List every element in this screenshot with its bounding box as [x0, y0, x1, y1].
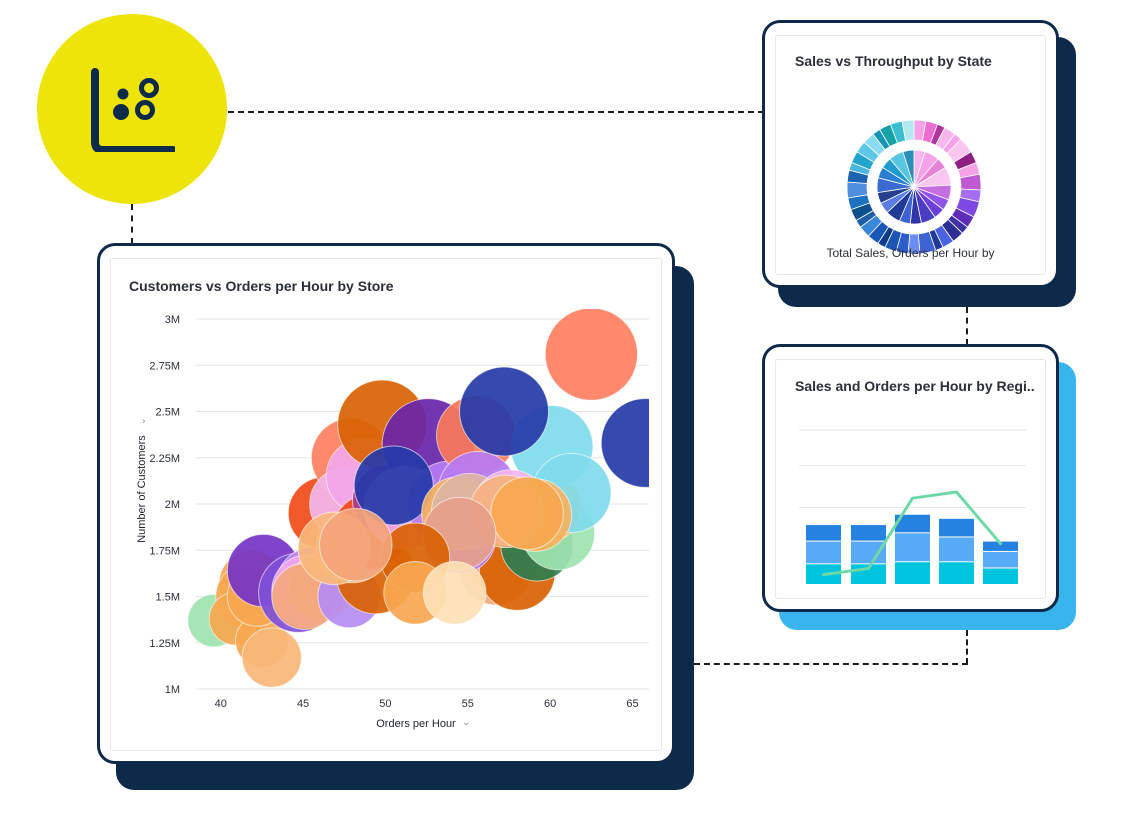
bar-line-chart[interactable]: [776, 360, 1046, 599]
bar-segment[interactable]: [983, 568, 1018, 584]
y-tick-label: 2.75M: [149, 360, 180, 372]
x-tick-label: 45: [297, 698, 309, 710]
connector-donut-to-bar: [966, 307, 968, 345]
bar-segment[interactable]: [983, 541, 1018, 551]
connector-bar-down: [966, 630, 968, 664]
scatter-plot[interactable]: 1M 1.25M 1.5M 1.75M 2M 2.25M 2.5M 2.75M 3M 40 45 5…: [111, 259, 662, 751]
bar-segment[interactable]: [895, 514, 930, 533]
y-tick-label: 2.5M: [156, 407, 180, 419]
bar-chart-card[interactable]: Sales and Orders per Hour by Regi..: [762, 344, 1059, 612]
scatter-bubble[interactable]: [319, 507, 393, 582]
bar-segment[interactable]: [851, 525, 886, 541]
bar-chart-title: Sales and Orders per Hour by Regi..: [795, 378, 1035, 394]
scatter-chart-icon: [91, 68, 175, 152]
scatter-chart-card[interactable]: Customers vs Orders per Hour by Store 1M…: [97, 243, 675, 764]
donut-slice-inner[interactable]: [902, 149, 915, 188]
bar-segment[interactable]: [895, 533, 930, 562]
bar-segment[interactable]: [983, 551, 1018, 568]
scatter-chart-title: Customers vs Orders per Hour by Store: [129, 278, 394, 294]
scatter-bubble[interactable]: [600, 397, 662, 488]
connector-badge-to-scatter: [131, 204, 133, 244]
scatter-chart-panel: Customers vs Orders per Hour by Store 1M…: [110, 258, 662, 751]
scatter-bubble[interactable]: [241, 627, 302, 688]
bar-segment[interactable]: [939, 537, 974, 562]
donut-chart-title: Sales vs Throughput by State: [795, 53, 992, 69]
y-tick-label: 2M: [165, 499, 180, 511]
connector-badge-to-donut: [228, 111, 764, 113]
chart-type-badge: [37, 14, 227, 204]
y-tick-label: 1.75M: [149, 545, 180, 557]
scatter-bubble[interactable]: [459, 366, 550, 457]
connector-bar-to-scatter: [694, 663, 968, 665]
scatter-bubble[interactable]: [353, 445, 434, 526]
donut-chart[interactable]: [776, 76, 1046, 275]
y-axis-title-group[interactable]: Number of Customers ⌄: [136, 417, 148, 542]
donut-slice-outer[interactable]: [846, 181, 869, 199]
scatter-bubble[interactable]: [490, 476, 564, 550]
bar-segment[interactable]: [806, 525, 841, 541]
donut-chart-panel: Sales vs Throughput by State Total Sales…: [775, 35, 1046, 275]
y-tick-label: 1M: [165, 684, 180, 696]
bar-chart-panel: Sales and Orders per Hour by Regi..: [775, 359, 1046, 599]
y-tick-label: 1.5M: [156, 592, 180, 604]
y-axis-title: Number of Customers: [136, 435, 148, 543]
bar-segment[interactable]: [939, 562, 974, 584]
scatter-bubble[interactable]: [544, 308, 638, 401]
donut-slice-outer[interactable]: [901, 119, 915, 142]
x-axis-title[interactable]: Orders per Hour: [376, 718, 456, 730]
bar-segment[interactable]: [939, 518, 974, 537]
x-tick-label: 55: [462, 698, 474, 710]
donut-chart-card[interactable]: Sales vs Throughput by State Total Sales…: [762, 20, 1059, 288]
x-tick-label: 60: [544, 698, 556, 710]
x-tick-label: 50: [379, 698, 391, 710]
y-tick-label: 2.25M: [149, 453, 180, 465]
bar-segment[interactable]: [851, 541, 886, 564]
trend-line[interactable]: [822, 490, 1002, 577]
x-tick-label: 65: [626, 698, 638, 710]
y-tick-label: 1.25M: [149, 638, 180, 650]
x-tick-label: 40: [215, 698, 227, 710]
y-axis-menu-chevron-down-icon[interactable]: ⌄: [138, 417, 148, 425]
bar-segment[interactable]: [895, 562, 930, 584]
bar-segment[interactable]: [806, 541, 841, 564]
y-tick-label: 3M: [165, 314, 180, 326]
scatter-bubble[interactable]: [422, 561, 487, 625]
x-axis-menu-chevron-down-icon[interactable]: ⌄: [462, 717, 470, 728]
donut-chart-caption: Total Sales, Orders per Hour by: [826, 246, 995, 260]
